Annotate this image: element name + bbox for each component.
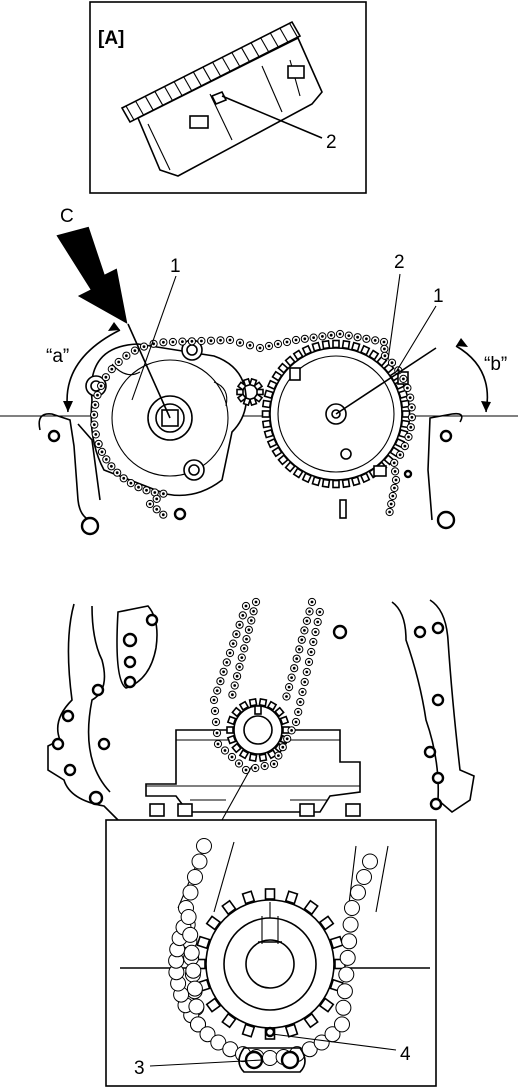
timing-mark-dot — [264, 1026, 276, 1038]
inset-panel-a: [A] 2 — [89, 1, 367, 194]
camshaft-sprocket-oblique — [120, 20, 323, 177]
sprocket-teeth — [226, 697, 290, 763]
callout-3: 3 — [134, 1058, 145, 1079]
timing-chain-upper — [90, 329, 416, 519]
callout-a: “a” — [46, 346, 69, 367]
inset-label: [A] — [98, 28, 124, 49]
crank-sprocket-detail-teeth — [194, 888, 346, 1040]
callout-1-left: 1 — [170, 256, 181, 277]
leader-line-2 — [221, 95, 323, 139]
callout-c: C — [60, 206, 74, 227]
inset-callout-2: 2 — [326, 132, 337, 153]
callout-b: “b” — [484, 354, 507, 375]
arrow-c — [56, 226, 128, 324]
timing-chain-detail — [168, 838, 378, 1066]
callout-2: 2 — [394, 252, 405, 273]
exhaust-camshaft-sprocket — [261, 339, 411, 519]
mark-line-left — [127, 323, 171, 419]
detail-panel: 3 4 — [105, 819, 437, 1087]
leader-3 — [149, 1059, 263, 1067]
leader-1-left — [131, 275, 177, 401]
center-gear — [236, 377, 264, 407]
intake-camshaft-sprocket — [85, 339, 247, 497]
detail-leader — [221, 765, 253, 821]
leader-1-right — [395, 305, 437, 373]
leader-4 — [271, 1033, 397, 1051]
callout-1-right: 1 — [433, 286, 444, 307]
camshaft-sprocket-view: C 1 2 1 “a” “b” — [0, 206, 518, 536]
leader-2 — [387, 273, 401, 361]
callout-4: 4 — [400, 1044, 411, 1065]
crankshaft-sprocket — [226, 697, 290, 763]
marked-chain-link — [238, 1047, 306, 1073]
mark-line-right — [335, 347, 437, 415]
engine-front-view — [47, 597, 475, 823]
timing-chain-lower — [209, 597, 324, 775]
sprocket-teeth — [125, 22, 298, 121]
